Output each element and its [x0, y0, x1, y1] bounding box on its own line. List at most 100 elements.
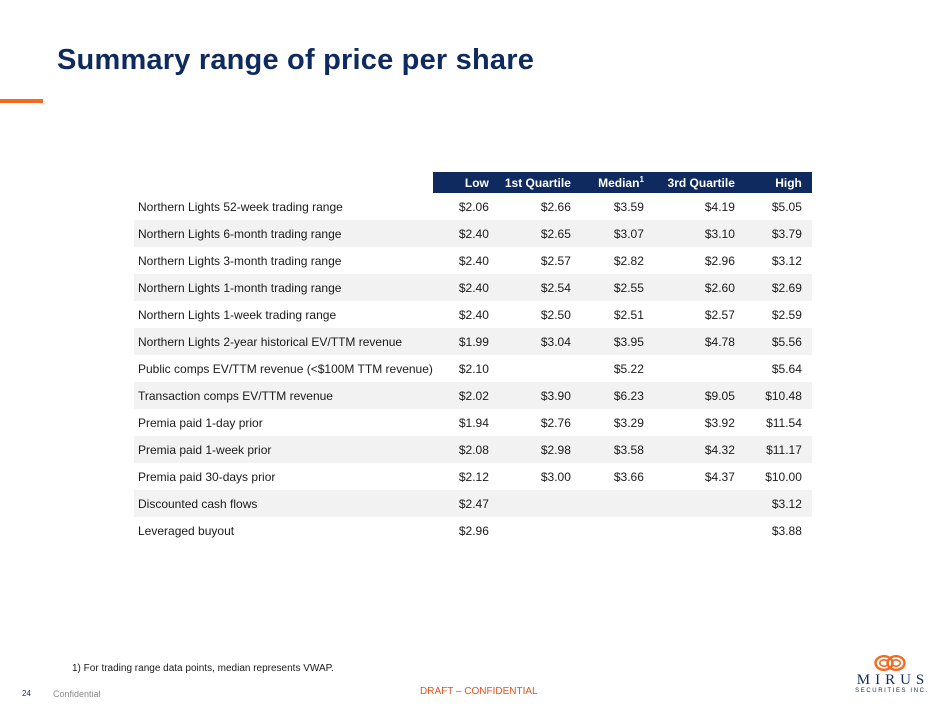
logo-name: MIRUS — [856, 672, 930, 688]
header-blank — [134, 172, 433, 193]
cell-median: $3.07 — [580, 220, 654, 247]
title-accent-bar — [0, 99, 43, 103]
cell-high: $2.69 — [744, 274, 812, 301]
cell-q3 — [654, 355, 745, 382]
row-label: Northern Lights 1-week trading range — [138, 307, 337, 322]
cell-median: $5.22 — [613, 361, 644, 376]
cell-high: $3.79 — [744, 220, 812, 247]
cell-high: $3.12 — [744, 490, 812, 517]
cell-high: $11.54 — [766, 415, 802, 430]
cell-high: $5.56 — [744, 328, 812, 355]
cell-low: $2.06 — [458, 199, 489, 214]
logo-subtitle: SECURITIES INC. — [855, 688, 929, 694]
median-footnote-marker: 1 — [639, 174, 644, 184]
row-label: Premia paid 1-week prior — [134, 436, 433, 463]
cell-low: $2.47 — [432, 490, 499, 517]
header-high: High — [744, 172, 812, 193]
cell-median — [580, 490, 654, 517]
cell-q3: $2.96 — [704, 253, 735, 268]
row-label: Northern Lights 52-week trading range — [138, 199, 343, 214]
page-number: 24 — [22, 689, 31, 698]
cell-q3 — [654, 517, 745, 544]
cell-low: $2.12 — [458, 469, 489, 484]
cell-low: $1.94 — [458, 415, 489, 430]
table-row: Leveraged buyout $2.96 $3.88 — [134, 517, 812, 544]
cell-high: $10.00 — [765, 469, 802, 484]
draft-label: DRAFT – CONFIDENTIAL — [420, 686, 538, 697]
row-label: Leveraged buyout — [138, 523, 235, 538]
cell-median: $3.66 — [613, 469, 644, 484]
row-label: Northern Lights 3-month trading range — [138, 253, 342, 268]
cell-median: $2.51 — [613, 307, 644, 322]
header-q1: 1st Quartile — [498, 172, 581, 193]
table-row: Northern Lights 1-week trading range $2.4… — [134, 301, 812, 328]
header-median: Median1 — [580, 172, 654, 193]
row-label: Public comps EV/TTM revenue (<$100M TTM … — [138, 361, 433, 376]
cell-q3: $4.19 — [704, 199, 735, 214]
cell-low: $2.10 — [458, 361, 489, 376]
cell-low: $2.40 — [432, 274, 499, 301]
cell-q1: $2.57 — [540, 253, 571, 268]
cell-median: $6.23 — [580, 382, 654, 409]
cell-q1: $2.76 — [540, 415, 571, 430]
table-row: Premia paid 1-day prior $1.94 $2.76 $3.29 $3… — [134, 409, 812, 436]
cell-high: $3.88 — [771, 523, 802, 538]
cell-q3: $2.60 — [653, 274, 745, 301]
cell-q1 — [499, 355, 581, 382]
header-q3: 3rd Quartile — [653, 172, 745, 193]
cell-q3: $2.57 — [704, 307, 735, 322]
cell-median: $3.58 — [580, 436, 654, 463]
cell-q3: $9.05 — [653, 382, 745, 409]
cell-high: $3.12 — [771, 253, 802, 268]
cell-q3: $4.32 — [653, 436, 745, 463]
cell-q1: $2.54 — [498, 274, 581, 301]
row-label: Northern Lights 1-month trading range — [134, 274, 433, 301]
cell-low: $2.40 — [458, 307, 489, 322]
row-label: Transaction comps EV/TTM revenue — [134, 382, 433, 409]
cell-q1 — [498, 490, 581, 517]
logo-rings-icon — [874, 654, 906, 672]
cell-high: $11.17 — [744, 436, 812, 463]
cell-q1: $3.90 — [498, 382, 581, 409]
table-row: Northern Lights 52-week trading range $2.… — [134, 193, 812, 220]
table-header-row: Low 1st Quartile Median1 3rd Quartile Hi… — [134, 172, 812, 193]
cell-q1: $2.98 — [498, 436, 581, 463]
cell-q3: $3.92 — [704, 415, 735, 430]
cell-q3 — [653, 490, 745, 517]
row-label: Northern Lights 2-year historical EV/TTM… — [134, 328, 433, 355]
cell-median: $3.29 — [613, 415, 644, 430]
cell-q3: $3.10 — [653, 220, 745, 247]
table-row: Discounted cash flows $2.47 $3.12 — [134, 490, 812, 517]
cell-median: $3.59 — [613, 199, 644, 214]
cell-low: $1.99 — [432, 328, 499, 355]
cell-q3: $4.78 — [653, 328, 745, 355]
cell-q1: $2.50 — [540, 307, 571, 322]
cell-low: $2.96 — [458, 523, 489, 538]
cell-high: $2.59 — [771, 307, 802, 322]
row-label: Premia paid 30-days prior — [138, 469, 276, 484]
row-label: Premia paid 1-day prior — [138, 415, 263, 430]
table-row: Northern Lights 6-month trading range $2.… — [134, 220, 812, 247]
cell-median: $2.55 — [580, 274, 654, 301]
cell-high: $5.05 — [771, 199, 802, 214]
price-range-table: Low 1st Quartile Median1 3rd Quartile Hi… — [134, 172, 812, 544]
table-row: Northern Lights 2-year historical EV/TTM… — [134, 328, 812, 355]
header-low: Low — [432, 172, 499, 193]
cell-low: $2.40 — [432, 220, 499, 247]
footnote: 1) For trading range data points, median… — [72, 663, 334, 674]
cell-low: $2.08 — [432, 436, 499, 463]
cell-median: $3.95 — [580, 328, 654, 355]
cell-median — [581, 517, 654, 544]
cell-q1: $3.04 — [498, 328, 581, 355]
table-row: Northern Lights 1-month trading range $2.… — [134, 274, 812, 301]
table-row: Transaction comps EV/TTM revenue $2.02 $3.… — [134, 382, 812, 409]
table-row: Northern Lights 3-month trading range $2.… — [134, 247, 812, 274]
table-body: Northern Lights 52-week trading range $2.… — [134, 193, 812, 544]
page-title: Summary range of price per share — [57, 44, 535, 76]
confidential-label: Confidential — [53, 689, 101, 699]
cell-q1: $2.65 — [498, 220, 581, 247]
cell-high: $10.48 — [744, 382, 812, 409]
cell-median: $2.82 — [613, 253, 644, 268]
cell-q3: $4.37 — [704, 469, 735, 484]
row-label: Discounted cash flows — [134, 490, 433, 517]
